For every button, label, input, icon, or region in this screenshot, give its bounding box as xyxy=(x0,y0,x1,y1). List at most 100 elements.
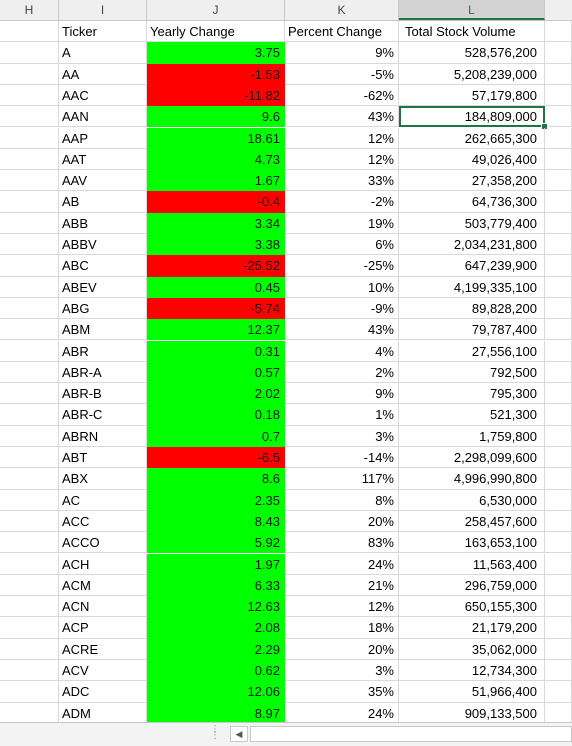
ticker-cell[interactable]: ABC xyxy=(59,255,147,277)
percent-change-cell[interactable]: 1% xyxy=(285,404,399,426)
yearly-change-cell[interactable]: 12.63 xyxy=(147,596,285,618)
cell[interactable] xyxy=(0,660,59,682)
total-volume-cell[interactable]: 2,034,231,800 xyxy=(399,234,545,256)
cell[interactable] xyxy=(545,574,572,597)
ticker-cell[interactable]: ABT xyxy=(59,447,147,469)
cell[interactable] xyxy=(0,340,59,362)
cell[interactable] xyxy=(0,21,59,43)
triangle-left-icon[interactable]: ◀ xyxy=(230,726,248,742)
percent-change-cell[interactable]: 2% xyxy=(285,361,399,384)
column-header-k[interactable]: K xyxy=(285,0,399,20)
total-volume-cell[interactable]: 27,556,100 xyxy=(399,340,545,362)
cell[interactable] xyxy=(545,617,572,639)
yearly-change-cell[interactable]: 2.08 xyxy=(147,617,285,639)
percent-change-cell[interactable]: 83% xyxy=(285,532,399,554)
ticker-cell[interactable]: AAP xyxy=(59,127,147,149)
ticker-header[interactable]: Ticker xyxy=(59,21,147,43)
percent-change-cell[interactable]: 43% xyxy=(285,319,399,341)
percent-change-cell[interactable]: -14% xyxy=(285,447,399,469)
total-volume-cell[interactable]: 89,828,200 xyxy=(399,297,545,320)
percent-change-cell[interactable]: 9% xyxy=(285,383,399,405)
ticker-cell[interactable]: ACM xyxy=(59,574,147,597)
cell[interactable] xyxy=(545,212,572,234)
cell[interactable] xyxy=(0,468,59,490)
column-header-l[interactable]: L xyxy=(399,0,545,20)
percent-change-cell[interactable]: 43% xyxy=(285,106,399,128)
yearly-change-cell[interactable]: -6.5 xyxy=(147,447,285,469)
total-volume-cell[interactable]: 57,179,800 xyxy=(399,84,545,107)
cell[interactable] xyxy=(545,468,572,490)
yearly-change-cell[interactable]: 8.97 xyxy=(147,702,285,722)
cell[interactable] xyxy=(0,319,59,341)
total-volume-cell[interactable]: 64,736,300 xyxy=(399,191,545,213)
cell[interactable] xyxy=(545,702,572,722)
ticker-cell[interactable]: ACP xyxy=(59,617,147,639)
cell[interactable] xyxy=(545,21,572,43)
total-volume-cell[interactable]: 4,199,335,100 xyxy=(399,276,545,298)
cell[interactable] xyxy=(545,234,572,256)
percent-change-cell[interactable]: 3% xyxy=(285,425,399,447)
ticker-cell[interactable]: ACC xyxy=(59,510,147,533)
percent-change-cell[interactable]: -62% xyxy=(285,84,399,107)
vertical-dots-icon[interactable]: ⋮ ⋮ xyxy=(210,724,220,741)
yearly-change-cell[interactable]: 0.18 xyxy=(147,404,285,426)
cell[interactable] xyxy=(545,404,572,426)
cell[interactable] xyxy=(0,127,59,149)
ticker-cell[interactable]: ABG xyxy=(59,297,147,320)
cell[interactable] xyxy=(0,447,59,469)
yearly-change-cell[interactable]: 0.45 xyxy=(147,276,285,298)
cell[interactable] xyxy=(0,42,59,64)
ticker-cell[interactable]: ABX xyxy=(59,468,147,490)
cell[interactable] xyxy=(0,638,59,660)
cell[interactable] xyxy=(545,596,572,618)
cell[interactable] xyxy=(545,106,572,128)
ticker-cell[interactable]: ACN xyxy=(59,596,147,618)
total-volume-cell[interactable]: 296,759,000 xyxy=(399,574,545,597)
cell[interactable] xyxy=(0,574,59,597)
percent-change-cell[interactable]: 4% xyxy=(285,340,399,362)
yearly-change-cell[interactable]: 0.62 xyxy=(147,660,285,682)
percent-change-cell[interactable]: 9% xyxy=(285,42,399,64)
total-volume-cell[interactable]: 503,779,400 xyxy=(399,212,545,234)
total-volume-cell[interactable]: 21,179,200 xyxy=(399,617,545,639)
total-volume-cell[interactable]: 11,563,400 xyxy=(399,553,545,575)
cell[interactable] xyxy=(0,425,59,447)
percent-change-cell[interactable]: -25% xyxy=(285,255,399,277)
cell[interactable] xyxy=(545,170,572,192)
yearly-change-cell[interactable]: -1.53 xyxy=(147,63,285,85)
total-volume-cell[interactable]: 5,208,239,000 xyxy=(399,63,545,85)
ticker-cell[interactable]: AAC xyxy=(59,84,147,107)
cell[interactable] xyxy=(545,127,572,149)
ticker-cell[interactable]: AAN xyxy=(59,106,147,128)
yearly-change-cell[interactable]: 4.73 xyxy=(147,148,285,171)
cell[interactable] xyxy=(0,617,59,639)
ticker-cell[interactable]: ABBV xyxy=(59,234,147,256)
total-volume-cell[interactable]: 528,576,200 xyxy=(399,42,545,64)
percent-change-cell[interactable]: 24% xyxy=(285,702,399,722)
cell[interactable] xyxy=(545,340,572,362)
cell[interactable] xyxy=(545,638,572,660)
ticker-cell[interactable]: ADC xyxy=(59,681,147,703)
yearly-change-cell[interactable]: 2.29 xyxy=(147,638,285,660)
cell[interactable] xyxy=(0,276,59,298)
cell[interactable] xyxy=(545,84,572,107)
cell[interactable] xyxy=(545,297,572,320)
ticker-cell[interactable]: AC xyxy=(59,489,147,511)
percent-change-cell[interactable]: 33% xyxy=(285,170,399,192)
ticker-cell[interactable]: AAT xyxy=(59,148,147,171)
cell[interactable] xyxy=(0,212,59,234)
yearly-change-cell[interactable]: 0.31 xyxy=(147,340,285,362)
yearly-change-cell[interactable]: 1.67 xyxy=(147,170,285,192)
percent-change-cell[interactable]: 10% xyxy=(285,276,399,298)
cell[interactable] xyxy=(545,425,572,447)
total-volume-cell[interactable]: 909,133,500 xyxy=(399,702,545,722)
percent-change-cell[interactable]: 117% xyxy=(285,468,399,490)
yearly-change-cell[interactable]: 2.35 xyxy=(147,489,285,511)
cell[interactable] xyxy=(545,447,572,469)
yearly-change-cell[interactable]: 0.57 xyxy=(147,361,285,384)
cell[interactable] xyxy=(545,383,572,405)
ticker-cell[interactable]: ABM xyxy=(59,319,147,341)
cell[interactable] xyxy=(545,148,572,171)
cell[interactable] xyxy=(0,63,59,85)
cell[interactable] xyxy=(0,106,59,128)
